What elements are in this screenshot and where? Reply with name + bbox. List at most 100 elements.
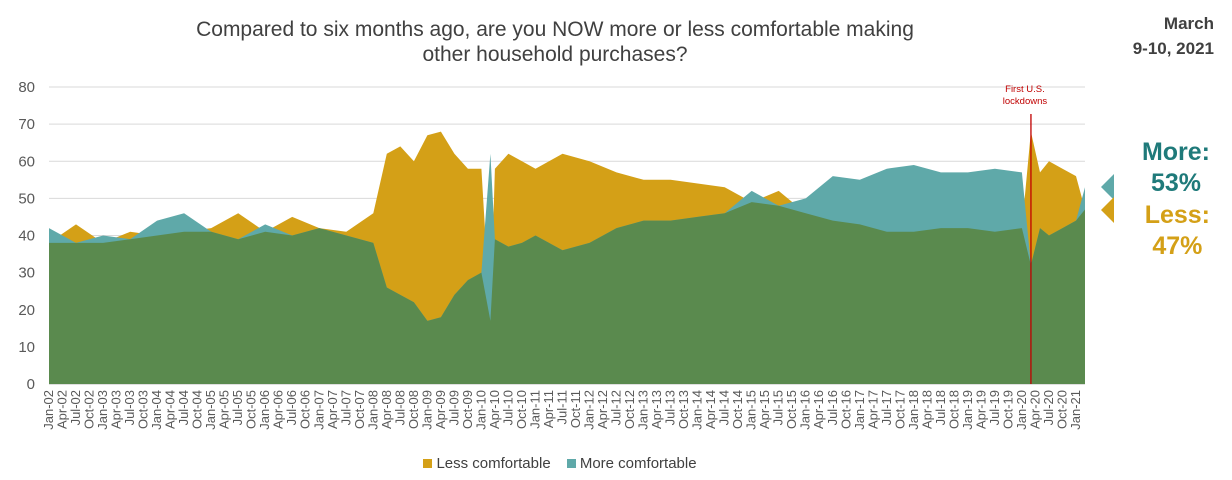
legend-item-more: More comfortable: [566, 455, 697, 472]
x-tick-label: Jan-18: [906, 390, 921, 430]
x-tick-label: Oct-08: [406, 390, 421, 429]
x-tick-label: Apr-18: [919, 390, 934, 429]
x-tick-label: Jan-12: [582, 390, 597, 430]
x-tick-label: Jul-07: [338, 390, 353, 425]
x-tick-label: Apr-06: [271, 390, 286, 429]
x-tick-label: Jul-18: [933, 390, 948, 425]
x-tick-label: Oct-15: [784, 390, 799, 429]
x-tick-label: Apr-19: [973, 390, 988, 429]
y-tick-label: 0: [27, 376, 35, 393]
x-tick-label: Jul-11: [555, 390, 570, 424]
x-tick-label: Jan-04: [149, 390, 164, 430]
x-tick-label: Jan-21: [1068, 390, 1083, 430]
y-tick-label: 70: [18, 116, 35, 133]
chart-title: Compared to six months ago, are you NOW …: [100, 17, 1010, 67]
legend-label-more: More comfortable: [579, 455, 697, 472]
x-tick-label: Jul-04: [176, 390, 191, 425]
y-tick-label: 40: [18, 228, 35, 245]
x-tick-label: Jul-15: [771, 390, 786, 425]
more-arrow-icon: [1101, 174, 1114, 200]
x-tick-label: Jul-08: [392, 390, 407, 425]
x-tick-label: Jan-02: [41, 390, 56, 430]
survey-date: March 9-10, 2021: [1133, 11, 1214, 61]
lockdown-label-line2: lockdowns: [1003, 96, 1048, 107]
x-tick-label: Oct-14: [730, 390, 745, 429]
x-tick-label: Jan-06: [257, 390, 272, 430]
x-tick-label: Jan-17: [852, 390, 867, 430]
x-tick-label: Jan-03: [95, 390, 110, 430]
x-tick-label: Jul-05: [230, 390, 245, 425]
x-tick-label: Jan-19: [960, 390, 975, 430]
x-tick-label: Oct-06: [298, 390, 313, 429]
x-tick-label: Oct-09: [460, 390, 475, 429]
x-tick-label: Oct-16: [838, 390, 853, 429]
more-callout-label: More:: [1141, 138, 1210, 166]
x-tick-label: Jan-09: [419, 390, 434, 430]
y-tick-label: 80: [18, 79, 35, 96]
x-tick-label: Oct-12: [622, 390, 637, 429]
x-tick-label: Jul-06: [284, 390, 299, 425]
y-tick-label: 10: [18, 339, 35, 356]
x-tick-label: Jul-19: [987, 390, 1002, 425]
x-tick-label: Jan-11: [528, 390, 543, 429]
legend-item-less: Less comfortable: [423, 455, 551, 472]
y-axis-tick-labels: 0 10 20 30 40 50 60 70 80: [18, 79, 35, 393]
x-tick-label: Apr-15: [757, 390, 772, 429]
less-callout-label: Less:: [1144, 201, 1210, 229]
series-area-overlap: [49, 202, 1085, 384]
y-tick-label: 60: [18, 153, 35, 170]
chart-areas: [49, 131, 1085, 384]
x-tick-label: Apr-13: [649, 390, 664, 429]
chart-title-line2: other household purchases?: [422, 43, 688, 66]
x-tick-label: Jul-09: [446, 390, 461, 425]
x-tick-label: Jul-16: [825, 390, 840, 425]
lockdown-label-line1: First U.S.: [1005, 84, 1045, 95]
x-tick-label: Apr-12: [595, 390, 610, 429]
x-tick-label: Jan-14: [690, 390, 705, 430]
x-tick-label: Jan-20: [1014, 390, 1029, 430]
x-tick-label: Apr-07: [325, 390, 340, 429]
x-tick-label: Jul-17: [879, 390, 894, 425]
x-tick-label: Oct-05: [244, 390, 259, 429]
x-tick-label: Jul-03: [122, 390, 137, 425]
y-tick-label: 30: [18, 265, 35, 282]
x-tick-label: Oct-04: [190, 390, 205, 429]
y-tick-label: 20: [18, 302, 35, 319]
x-tick-label: Jul-02: [68, 390, 83, 425]
x-tick-label: Jul-14: [717, 390, 732, 425]
x-tick-label: Apr-11: [541, 390, 556, 428]
x-tick-label: Oct-20: [1055, 390, 1070, 429]
x-tick-label: Apr-09: [433, 390, 448, 429]
x-tick-label: Apr-17: [865, 390, 880, 429]
legend-swatch-less: [423, 459, 433, 468]
x-tick-label: Apr-14: [703, 390, 718, 429]
x-tick-label: Apr-04: [163, 390, 178, 429]
lockdown-annotation: First U.S.lockdowns: [1003, 84, 1048, 384]
chart-legend: Less comfortable More comfortable: [0, 455, 1120, 472]
x-tick-label: Jan-10: [473, 390, 488, 430]
x-tick-label: Apr-03: [109, 390, 124, 429]
x-tick-label: Oct-11: [568, 390, 583, 428]
survey-date-line1: March: [1163, 14, 1214, 33]
x-tick-label: Oct-17: [892, 390, 907, 429]
x-tick-label: Jan-13: [636, 390, 651, 430]
x-tick-label: Apr-16: [811, 390, 826, 429]
x-tick-label: Oct-18: [946, 390, 961, 429]
x-tick-label: Apr-08: [379, 390, 394, 429]
legend-label-less: Less comfortable: [436, 455, 551, 472]
x-tick-label: Jan-08: [365, 390, 380, 430]
x-tick-label: Jan-15: [744, 390, 759, 430]
x-tick-label: Oct-13: [676, 390, 691, 429]
x-tick-label: Oct-03: [136, 390, 151, 429]
y-tick-label: 50: [18, 190, 35, 207]
less-callout: Less: 47%: [1145, 200, 1210, 262]
x-tick-label: Oct-02: [82, 390, 97, 429]
x-tick-label: Jan-05: [203, 390, 218, 430]
x-tick-label: Oct-19: [1000, 390, 1015, 429]
x-tick-label: Apr-05: [217, 390, 232, 429]
x-tick-label: Jul-13: [663, 390, 678, 425]
x-tick-label: Apr-20: [1028, 390, 1043, 429]
less-arrow-icon: [1101, 197, 1114, 223]
x-tick-label: Jan-07: [311, 390, 326, 430]
